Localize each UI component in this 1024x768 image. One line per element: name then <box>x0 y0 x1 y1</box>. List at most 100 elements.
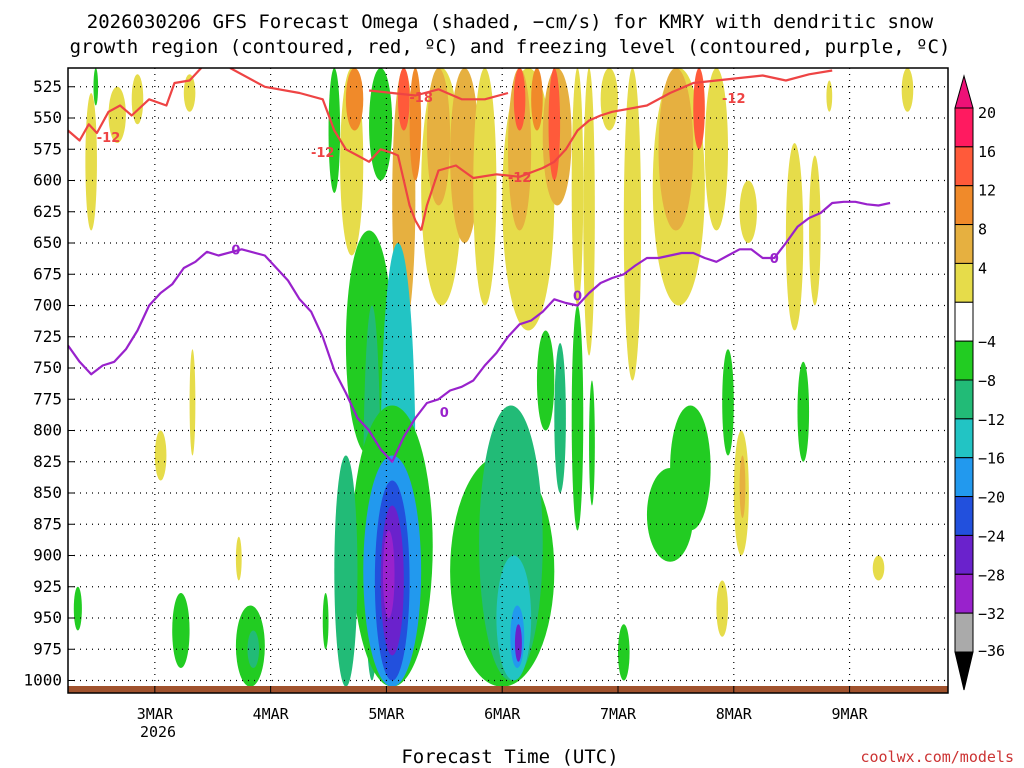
x-axis: 3MAR 4MAR 5MAR 6MAR 7MAR 8MAR 9MAR <box>137 687 869 723</box>
colorbar-top-arrow <box>954 74 974 109</box>
colorbar-label: −20 <box>978 489 1005 507</box>
shade-region <box>384 549 392 600</box>
y-tick-label: 675 <box>33 264 62 283</box>
colorbar-band <box>954 457 974 498</box>
shade-region <box>172 593 190 668</box>
snow-contour-line <box>420 69 833 231</box>
shade-region <box>73 586 82 631</box>
shade-region <box>797 361 810 462</box>
omega-shading <box>73 68 914 687</box>
chart-title-line2: growth region (contoured, red, ºC) and f… <box>70 36 951 58</box>
y-tick-label: 875 <box>33 514 62 533</box>
y-tick-label: 725 <box>33 327 62 346</box>
x-tick-label: 3MAR <box>137 705 174 723</box>
colorbar-band <box>954 418 974 459</box>
y-tick-label: 550 <box>33 108 62 127</box>
terrain-bar <box>68 686 948 693</box>
x-tick-label: 7MAR <box>600 705 637 723</box>
colorbar-band <box>954 301 974 342</box>
colorbar-bottom-arrow <box>954 651 974 691</box>
colorbar-band <box>954 146 974 187</box>
shade-region <box>554 343 566 493</box>
y-tick-label: 1000 <box>23 671 62 690</box>
colorbar-band <box>954 573 974 614</box>
shade-region <box>322 593 329 650</box>
shade-region <box>589 380 595 506</box>
y-tick-label: 625 <box>33 202 62 221</box>
shade-region <box>93 68 99 106</box>
shade-region <box>189 349 196 456</box>
shade-region <box>85 93 97 231</box>
colorbar-label: −36 <box>978 642 1005 660</box>
colorbar-label: −24 <box>978 527 1005 545</box>
shade-region <box>108 86 126 143</box>
contour-label: 0 <box>440 406 449 421</box>
shade-region <box>670 405 711 531</box>
colorbar-label: −8 <box>978 372 996 390</box>
colorbar-label: 8 <box>978 221 987 239</box>
colorbar-label: −4 <box>978 333 996 351</box>
shade-region <box>513 68 526 131</box>
shade-region <box>571 305 584 531</box>
colorbar-label: −16 <box>978 450 1005 468</box>
x-tick-label: 4MAR <box>253 705 290 723</box>
y-tick-label: 850 <box>33 483 62 502</box>
shade-region <box>739 455 746 518</box>
shade-region <box>658 68 694 231</box>
colorbar-band <box>954 224 974 264</box>
y-tick-label: 525 <box>33 77 62 96</box>
colorbar: 20 16 12 8 4 −4 −8 −12 −16 −20 −24 −28 −32 −36 <box>954 74 1005 691</box>
freezing-level-line <box>68 200 891 463</box>
colorbar-label: 4 <box>978 259 987 277</box>
y-tick-label: 800 <box>33 421 62 440</box>
shade-region <box>600 68 618 131</box>
y-tick-label: 750 <box>33 358 62 377</box>
colorbar-band <box>954 262 974 303</box>
x-tick-label: 9MAR <box>832 705 869 723</box>
shade-region <box>739 180 757 243</box>
shade-region <box>693 68 705 150</box>
shade-region <box>235 536 242 581</box>
y-tick-label: 950 <box>33 608 62 627</box>
shade-region <box>514 624 522 662</box>
plot-frame <box>67 67 949 694</box>
snow-contour-line <box>368 88 509 101</box>
shade-region <box>473 68 497 306</box>
y-tick-label: 600 <box>33 171 62 190</box>
watermark: coolwx.com/models <box>860 748 1014 766</box>
contour-label: 0 <box>573 290 582 305</box>
shade-region <box>154 430 167 481</box>
shade-region <box>618 624 630 681</box>
colorbar-band <box>954 340 974 381</box>
x-axis-label: Forecast Time (UTC) <box>401 746 618 768</box>
y-tick-label: 900 <box>33 546 62 565</box>
shade-region <box>872 555 885 581</box>
x-tick-label: 8MAR <box>716 705 753 723</box>
shade-region <box>507 68 532 231</box>
shade-region <box>247 630 260 668</box>
shade-region <box>716 580 728 637</box>
colorbar-label: 16 <box>978 143 996 161</box>
shade-region <box>583 68 595 356</box>
y-axis: 525 550 575 600 625 650 675 700 725 750 775 800 825 8… <box>23 77 74 690</box>
colorbar-band <box>954 534 974 575</box>
shade-region <box>398 68 410 131</box>
y-tick-label: 825 <box>33 452 62 471</box>
shade-region <box>623 68 642 381</box>
y-tick-label: 925 <box>33 577 62 596</box>
colorbar-label: −12 <box>978 411 1005 429</box>
contour-label: -12 <box>311 146 335 161</box>
shade-region <box>369 68 393 181</box>
year-label: 2026 <box>140 723 176 741</box>
shade-region <box>722 349 734 456</box>
y-tick-label: 650 <box>33 233 62 252</box>
colorbar-band <box>954 496 974 536</box>
shade-region <box>826 80 833 112</box>
shade-region <box>548 68 561 181</box>
colorbar-band <box>954 612 974 653</box>
colorbar-label: −28 <box>978 566 1005 584</box>
contour-label: 0 <box>231 243 240 258</box>
gridlines <box>68 68 948 693</box>
colorbar-label: −32 <box>978 605 1005 623</box>
y-tick-label: 975 <box>33 639 62 658</box>
